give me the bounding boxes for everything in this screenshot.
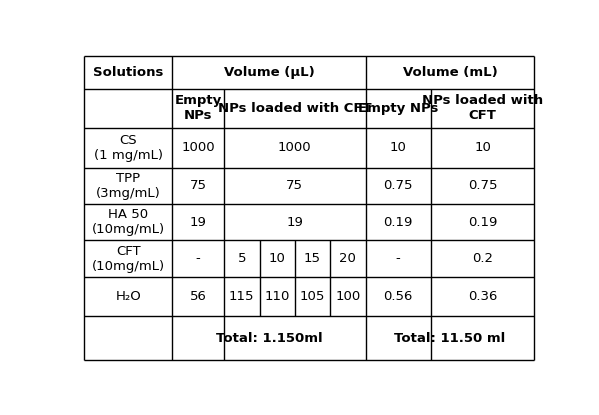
Text: 10: 10 [390,142,407,154]
Text: Total: 11.50 ml: Total: 11.50 ml [394,332,506,344]
Text: 0.56: 0.56 [383,290,413,303]
Text: TPP
(3mg/mL): TPP (3mg/mL) [96,172,161,200]
Text: 19: 19 [286,216,303,229]
Text: Solutions: Solutions [93,66,164,79]
Text: 10: 10 [474,142,491,154]
Text: 0.36: 0.36 [468,290,497,303]
Text: Total: 1.150ml: Total: 1.150ml [216,332,322,344]
Text: 0.19: 0.19 [383,216,413,229]
Text: 15: 15 [304,252,321,265]
Text: 100: 100 [335,290,361,303]
Text: 0.75: 0.75 [468,179,497,192]
Text: 1000: 1000 [278,142,311,154]
Text: 20: 20 [340,252,356,265]
Text: 10: 10 [269,252,286,265]
Text: Volume (μL): Volume (μL) [223,66,314,79]
Text: 19: 19 [190,216,207,229]
Text: Empty NPs: Empty NPs [358,102,438,115]
Text: H₂O: H₂O [116,290,141,303]
Text: 0.19: 0.19 [468,216,497,229]
Text: 115: 115 [229,290,255,303]
Text: CFT
(10mg/mL): CFT (10mg/mL) [92,245,165,273]
Text: -: - [396,252,401,265]
Text: Volume (mL): Volume (mL) [403,66,497,79]
Text: 56: 56 [190,290,207,303]
Text: 75: 75 [286,179,303,192]
Text: Empty
NPs: Empty NPs [174,94,222,122]
Text: CS
(1 mg/mL): CS (1 mg/mL) [94,134,163,162]
Text: NPs loaded with CFT: NPs loaded with CFT [218,102,371,115]
Text: HA 50
(10mg/mL): HA 50 (10mg/mL) [92,208,165,236]
Text: 5: 5 [238,252,246,265]
Text: 0.2: 0.2 [472,252,493,265]
Text: 110: 110 [265,290,290,303]
Text: -: - [196,252,201,265]
Text: 1000: 1000 [181,142,215,154]
Text: 105: 105 [300,290,325,303]
Text: NPs loaded with
CFT: NPs loaded with CFT [422,94,543,122]
Text: 0.75: 0.75 [383,179,413,192]
Text: 75: 75 [190,179,207,192]
